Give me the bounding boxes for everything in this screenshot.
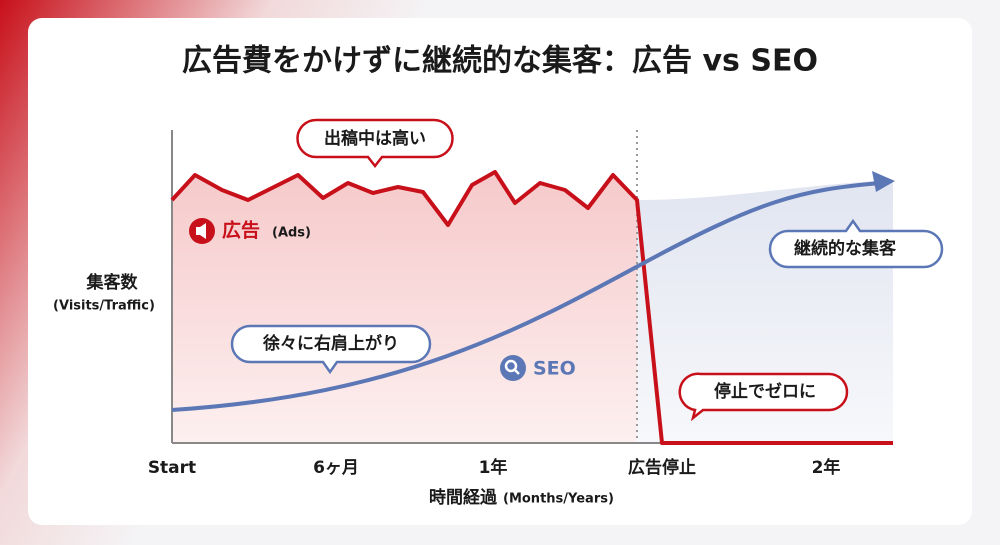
callout (296, 118, 454, 169)
x-label: 6ヶ月 (313, 458, 359, 478)
callout-text: 出稿中は高い (324, 128, 426, 149)
callout (678, 372, 849, 422)
x-sub: (Months/Years) (503, 492, 614, 507)
y-sub: (Visits/Traffic) (53, 299, 155, 314)
seo-line (171, 181, 881, 412)
seo-icon (500, 355, 526, 381)
callout (230, 324, 432, 375)
seo-arrowhead (872, 171, 895, 192)
x-label: 1年 (479, 457, 508, 478)
callout-text: 徐々に右肩上がり (262, 333, 399, 354)
callout (768, 218, 944, 269)
seo-name: SEO (533, 358, 576, 380)
ads-line (170, 170, 893, 445)
ads-sub: (Ads) (272, 226, 311, 241)
x-label: Start (148, 458, 196, 478)
title: 広告費をかけずに継続的な集客：広告 vs SEO (182, 44, 818, 79)
ads-name: 広告 (222, 219, 260, 242)
x-label: 2年 (812, 457, 841, 478)
x-label: 広告停止 (628, 457, 696, 478)
magnifier-handle (514, 369, 520, 375)
y-label: 集客数 (86, 272, 139, 293)
callout-text: 継続的な集客 (794, 238, 897, 259)
callout-text: 停止でゼロに (714, 381, 816, 402)
megaphone (196, 223, 206, 239)
x-title: 時間経過 (429, 487, 498, 508)
magnifier (504, 359, 518, 373)
